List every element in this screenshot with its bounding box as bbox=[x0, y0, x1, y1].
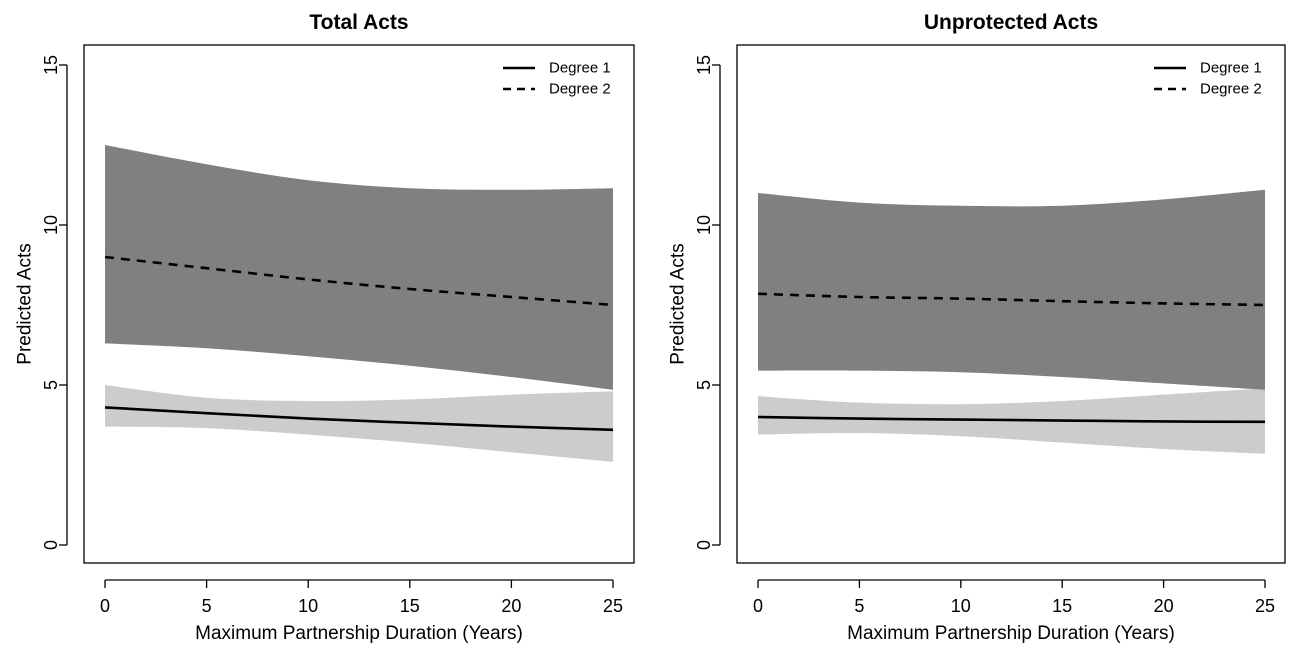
y-tick-label: 5 bbox=[694, 380, 714, 390]
x-tick-label: 0 bbox=[100, 596, 110, 616]
legend-label-degree-2: Degree 2 bbox=[1200, 81, 1262, 98]
y-tick-label: 15 bbox=[41, 55, 61, 75]
y-tick-label: 5 bbox=[41, 380, 61, 390]
x-tick-label: 20 bbox=[1154, 596, 1174, 616]
series-line-degree-2 bbox=[104, 255, 614, 307]
y-tick-label: 0 bbox=[694, 540, 714, 550]
chart-title: Total Acts bbox=[309, 11, 408, 34]
series-line-degree-1 bbox=[104, 406, 614, 432]
x-tick-label: 15 bbox=[1052, 596, 1072, 616]
y-tick-label: 10 bbox=[41, 215, 61, 235]
plot-frame bbox=[83, 44, 635, 564]
plot-frame bbox=[736, 44, 1286, 564]
series-line-degree-2 bbox=[757, 292, 1266, 307]
confidence-band-degree-1 bbox=[105, 385, 613, 462]
chart-total-acts: 0 5 10 15 20 25 0 5 10 15 Total Acts Maximum Partne… bbox=[15, 11, 635, 644]
legend-label-degree-2: Degree 2 bbox=[549, 81, 611, 98]
y-tick-label: 0 bbox=[41, 540, 61, 550]
x-tick-label: 25 bbox=[603, 596, 623, 616]
x-tick-label: 25 bbox=[1255, 596, 1275, 616]
chart-title: Unprotected Acts bbox=[924, 11, 1098, 34]
confidence-band-degree-2 bbox=[758, 189, 1265, 390]
chart-unprotected-acts: 0 5 10 15 20 25 0 5 10 15 Unprotected Acts Maximum … bbox=[668, 11, 1286, 644]
x-axis-label: Maximum Partnership Duration (Years) bbox=[195, 623, 523, 644]
legend-label-degree-1: Degree 1 bbox=[549, 60, 611, 77]
x-tick-label: 20 bbox=[501, 596, 521, 616]
x-axis-label: Maximum Partnership Duration (Years) bbox=[847, 623, 1175, 644]
x-tick-label: 10 bbox=[298, 596, 318, 616]
x-tick-label: 5 bbox=[202, 596, 212, 616]
y-tick-label: 15 bbox=[694, 55, 714, 75]
legend: Degree 1 Degree 2 bbox=[1154, 60, 1262, 98]
y-axis-label: Predicted Acts bbox=[668, 243, 689, 364]
x-tick-label: 5 bbox=[854, 596, 864, 616]
x-tick-label: 15 bbox=[400, 596, 420, 616]
legend-label-degree-1: Degree 1 bbox=[1200, 60, 1262, 77]
x-tick-label: 10 bbox=[951, 596, 971, 616]
y-axis-label: Predicted Acts bbox=[15, 243, 36, 364]
y-tick-label: 10 bbox=[694, 215, 714, 235]
series-line-degree-1 bbox=[757, 415, 1266, 424]
legend: Degree 1 Degree 2 bbox=[503, 60, 611, 98]
confidence-band-degree-2 bbox=[105, 145, 613, 390]
x-tick-label: 0 bbox=[753, 596, 763, 616]
